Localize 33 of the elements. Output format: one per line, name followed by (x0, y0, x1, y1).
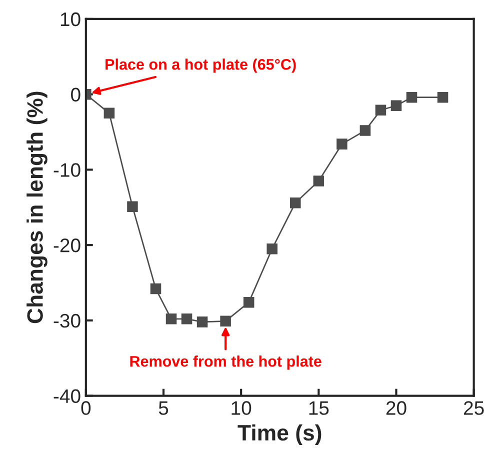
point (360, 125, 371, 136)
point (266, 243, 278, 254)
annotation: Place on a hot plate (65°C) (106, 58, 296, 73)
annotation: Remove from the hot plate (130, 356, 322, 370)
y-tick-label: -40 (54, 389, 80, 404)
x-tick-label: 25 (464, 401, 484, 415)
point (104, 108, 115, 119)
y-tick-label: -10 (54, 163, 80, 177)
point (313, 176, 324, 186)
y-tick-label: -20 (54, 238, 80, 252)
x-tick-label: 5 (158, 401, 168, 415)
point (390, 100, 402, 112)
point (290, 197, 301, 208)
point (220, 316, 231, 327)
point (336, 138, 348, 150)
y-tick-label: 10 (60, 12, 80, 26)
x-tick-label: 20 (386, 401, 406, 415)
point (243, 296, 254, 308)
point (406, 92, 418, 103)
point (437, 92, 448, 103)
x-tick-label: 10 (232, 401, 252, 415)
y-tick-label: 0 (71, 88, 80, 102)
point (127, 201, 138, 212)
point (166, 314, 177, 324)
y-tick-label: -30 (54, 314, 80, 328)
y-axis-title: Changes in length (%) (26, 92, 48, 324)
x-axis-title: Time (s) (238, 424, 322, 446)
x-tick-label: 0 (81, 401, 91, 415)
point (150, 283, 162, 294)
point (181, 314, 192, 324)
point (196, 316, 208, 328)
x-tick-label: 15 (309, 401, 329, 415)
point (375, 104, 386, 116)
